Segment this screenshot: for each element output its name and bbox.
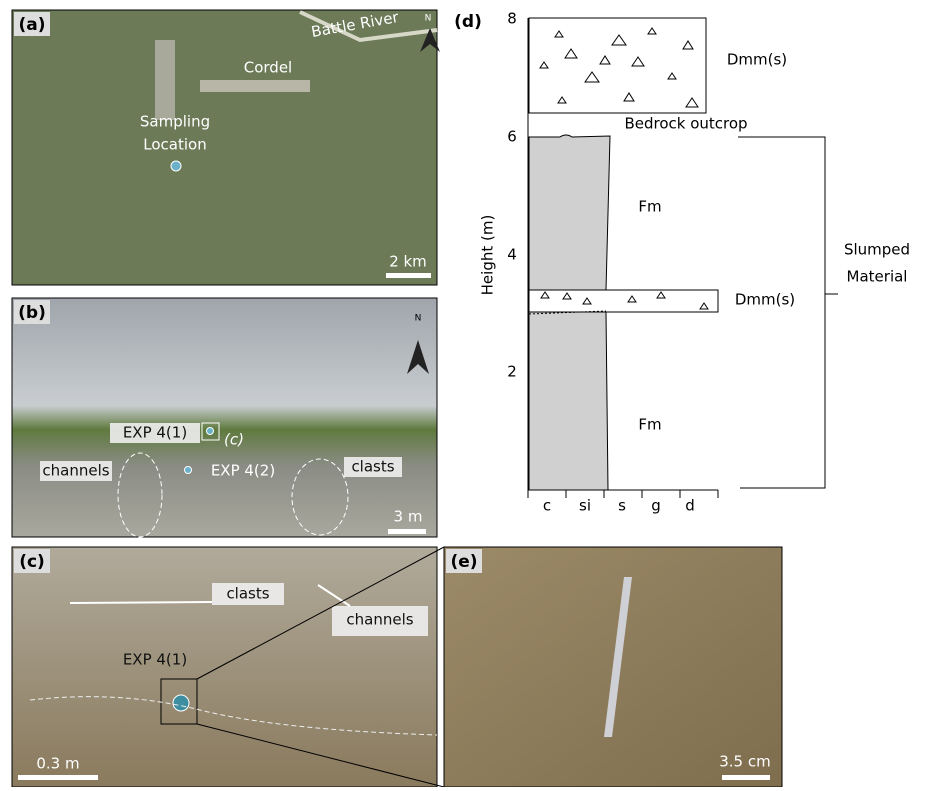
axis-title: Height (m) (479, 215, 497, 296)
unit-label: Dmm(s) (735, 291, 795, 309)
bracket (738, 137, 838, 488)
unit-label: Material (847, 268, 908, 286)
panel-a: (a) Battle River Cordel Sampling Locatio… (12, 8, 440, 285)
unit-label: Bedrock outcrop (624, 115, 747, 133)
north-label: N (425, 14, 432, 24)
scale-label: 0.3 m (36, 755, 79, 773)
field-photo (12, 298, 437, 537)
feature-label: clasts (226, 585, 269, 603)
scale-label: 2 km (389, 253, 427, 271)
north-label: N (415, 314, 422, 324)
unit-label: Slumped (844, 241, 910, 259)
place-label: Location (143, 136, 206, 154)
quarry (200, 80, 310, 92)
sample-label: EXP 4(1) (123, 651, 187, 669)
pointer (70, 602, 212, 603)
panel-c: (c) clasts channels EXP 4(1) 0.3 m (12, 547, 444, 787)
panel-d: (d) Height (m) 2 4 6 8 Dmm(s) Bedrock ou… (454, 10, 910, 515)
scale-bar (722, 775, 770, 780)
place-label: Sampling (140, 113, 210, 131)
panel-e: (e) 3.5 cm (444, 547, 782, 787)
grain-label: s (618, 497, 626, 515)
sample-label: EXP 4(1) (123, 424, 187, 442)
panel-label: (b) (18, 303, 46, 323)
figure: (a) Battle River Cordel Sampling Locatio… (0, 0, 930, 787)
panel-label: (c) (19, 552, 45, 572)
unit-label: Dmm(s) (727, 51, 787, 69)
feature-label: channels (346, 611, 413, 629)
panel-label: (e) (450, 552, 477, 572)
scale-bar (386, 273, 431, 278)
diamict-unit (529, 290, 718, 312)
unit-label: Fm (638, 416, 661, 434)
scale-label: 3 m (394, 508, 423, 526)
site-marker (171, 161, 181, 171)
scale-bar (18, 775, 98, 780)
sample-marker (173, 695, 189, 711)
unit-label: Fm (638, 198, 661, 216)
y-tick-label: 8 (507, 10, 517, 28)
diamict-unit (529, 18, 706, 113)
grain-label: g (651, 497, 661, 515)
feature-label: channels (42, 462, 109, 480)
place-label: Cordel (244, 59, 292, 77)
scale-bar (388, 529, 426, 534)
mudstone-column (529, 135, 610, 290)
y-tick-label: 6 (507, 128, 517, 146)
panel-label: (d) (454, 12, 482, 32)
feature-label: clasts (351, 458, 394, 476)
sample-label: EXP 4(2) (211, 462, 275, 480)
quarry (155, 40, 175, 120)
sample-marker (185, 467, 192, 474)
y-tick-label: 2 (507, 363, 517, 381)
sample-marker (207, 428, 214, 435)
mudstone-column (529, 312, 608, 490)
grain-label: c (543, 497, 551, 515)
panel-b: (b) N EXP 4(1) (c) EXP 4(2) channels cla… (12, 298, 437, 537)
panel-label: (a) (18, 15, 45, 35)
y-tick-label: 4 (507, 246, 517, 264)
aerial-photo (12, 10, 437, 285)
inset-label: (c) (224, 431, 244, 449)
grain-label: si (579, 497, 591, 515)
grain-label: d (685, 497, 695, 515)
scale-label: 3.5 cm (719, 753, 770, 771)
